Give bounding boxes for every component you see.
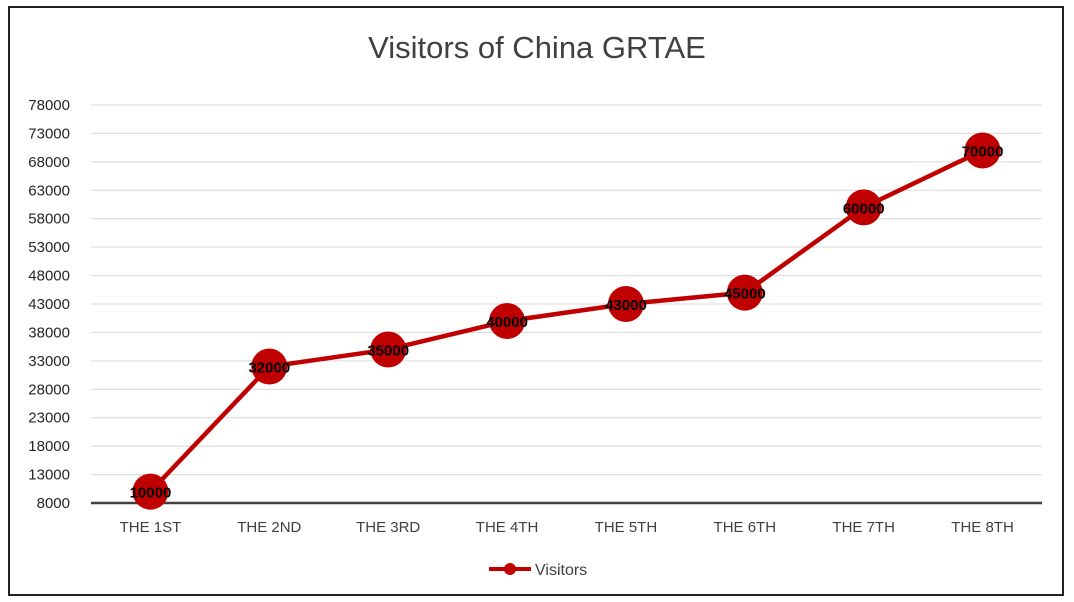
- y-tick-label: 23000: [28, 410, 70, 427]
- data-point[interactable]: [370, 331, 407, 368]
- chart-title: Visitors of China GRTAE: [368, 30, 706, 65]
- data-point[interactable]: [964, 132, 1001, 169]
- x-tick-label: THE 4TH: [476, 519, 539, 536]
- y-tick-label: 8000: [37, 495, 70, 512]
- y-tick-label: 48000: [28, 268, 70, 285]
- y-tick-label: 63000: [28, 182, 70, 199]
- y-tick-label: 53000: [28, 239, 70, 256]
- data-point[interactable]: [726, 274, 763, 311]
- data-labels: 10000 32000 35000 40000 43000 45000 60000 70000: [130, 143, 1004, 501]
- x-tick-label: THE 5TH: [595, 519, 658, 536]
- data-point[interactable]: [132, 473, 169, 510]
- x-tick-label: THE 7TH: [832, 519, 895, 536]
- x-tick-label: THE 6TH: [714, 519, 777, 536]
- y-tick-label: 78000: [28, 97, 70, 114]
- legend-dot-marker: [504, 563, 516, 575]
- x-tick-label: THE 3RD: [356, 519, 420, 536]
- series-line: [148, 148, 984, 494]
- x-tick-label: THE 2ND: [237, 519, 301, 536]
- data-label: 35000: [367, 342, 409, 359]
- data-label: 70000: [962, 143, 1004, 160]
- legend[interactable]: Visitors: [489, 562, 587, 579]
- y-tick-label: 28000: [28, 381, 70, 398]
- chart-frame: [8, 6, 1064, 596]
- y-axis: 8000 13000 18000 23000 28000 33000 38000 43000 4…: [28, 97, 70, 512]
- data-label: 10000: [130, 485, 172, 502]
- gridlines: [91, 104, 1042, 505]
- y-tick-label: 73000: [28, 125, 70, 142]
- data-label: 40000: [486, 314, 528, 331]
- y-tick-label: 18000: [28, 438, 70, 455]
- data-label: 43000: [605, 297, 647, 314]
- legend-entry-visitors: Visitors: [535, 562, 587, 579]
- data-point[interactable]: [489, 303, 526, 340]
- x-tick-label: THE 8TH: [951, 519, 1014, 536]
- y-tick-label: 38000: [28, 324, 70, 341]
- y-tick-label: 58000: [28, 211, 70, 228]
- y-tick-label: 43000: [28, 296, 70, 313]
- y-tick-label: 68000: [28, 154, 70, 171]
- data-label: 45000: [724, 286, 766, 303]
- x-axis: THE 1ST THE 2ND THE 3RD THE 4TH THE 5TH THE 6…: [120, 519, 1014, 536]
- y-tick-label: 13000: [28, 467, 70, 484]
- data-label: 60000: [843, 200, 885, 217]
- series-visitors: [132, 132, 1001, 510]
- y-tick-label: 33000: [28, 353, 70, 370]
- data-point[interactable]: [607, 286, 644, 322]
- x-tick-label: THE 1ST: [120, 519, 182, 536]
- data-point[interactable]: [845, 189, 882, 226]
- data-label: 32000: [248, 360, 290, 377]
- data-point[interactable]: [251, 348, 288, 385]
